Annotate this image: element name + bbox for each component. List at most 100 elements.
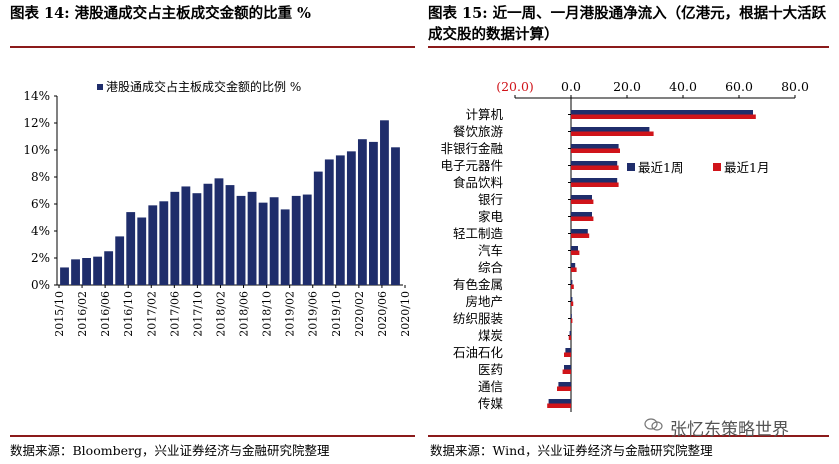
category-label: 银行 xyxy=(478,192,503,207)
bar-month xyxy=(562,369,571,374)
bar-week xyxy=(571,212,592,217)
x-tick-label: 2020/02 xyxy=(353,291,366,337)
right-title-rule xyxy=(428,46,829,48)
x-tick-label: 2019/06 xyxy=(307,291,320,337)
data-bar xyxy=(170,191,180,285)
bar-month xyxy=(571,131,654,136)
x-tick-label: 20.0 xyxy=(613,79,641,94)
category-label: 房地产 xyxy=(465,294,503,309)
bar-week xyxy=(565,348,571,353)
category-label: 轻工制造 xyxy=(453,226,504,241)
legend-label-month: 最近1月 xyxy=(724,160,769,175)
data-bar xyxy=(302,194,312,285)
x-tick-label: 0.0 xyxy=(561,79,581,94)
bar-week xyxy=(571,314,572,319)
legend-swatch-month xyxy=(713,163,721,171)
data-bar xyxy=(192,193,202,285)
bar-month xyxy=(571,233,590,238)
bar-month xyxy=(564,352,571,357)
data-bar xyxy=(82,258,91,285)
data-bar xyxy=(313,171,323,285)
bar-month xyxy=(571,267,577,272)
left-source-rule xyxy=(10,435,415,437)
watermark-text: 张忆东策略世界 xyxy=(670,420,789,440)
left-chart-title: 图表 14: 港股通成交占主板成交金额的比重 % xyxy=(10,5,311,22)
bar-month xyxy=(571,165,619,170)
x-tick-label: 2016/02 xyxy=(76,291,89,337)
x-tick-label: 2016/06 xyxy=(99,291,112,337)
bar-week xyxy=(564,365,571,370)
category-label: 煤炭 xyxy=(478,328,503,343)
bar-month xyxy=(547,403,571,408)
left-chart-source: 数据来源：Bloomberg，兴业证券经济与金融研究院整理 xyxy=(10,443,330,458)
y-tick-label: 4% xyxy=(31,224,50,238)
category-label: 家电 xyxy=(478,209,504,224)
bar-week xyxy=(558,382,571,387)
data-bar xyxy=(159,201,169,285)
bar-week xyxy=(571,161,618,166)
bar-week xyxy=(571,144,619,149)
bar-month xyxy=(571,250,580,255)
category-label: 石油石化 xyxy=(453,345,504,360)
x-tick-label: 2019/02 xyxy=(284,291,297,337)
bar-week xyxy=(571,263,576,268)
right-source-rule xyxy=(428,435,829,437)
data-bar xyxy=(104,251,114,285)
x-tick-label: 2019/10 xyxy=(330,291,343,337)
data-bar xyxy=(148,205,158,285)
bar-month xyxy=(571,148,620,153)
x-tick-label: 2020/10 xyxy=(399,291,412,337)
x-tick-label: 2015/10 xyxy=(53,291,66,337)
x-tick-label: 2018/10 xyxy=(261,291,274,337)
bar-month xyxy=(568,335,571,340)
x-tick-label: 2020/06 xyxy=(376,291,389,337)
y-tick-label: 14% xyxy=(23,89,50,103)
x-tick-label: 2017/06 xyxy=(168,291,181,337)
x-tick-label: 2016/10 xyxy=(122,291,135,337)
x-tick-label: 80.0 xyxy=(781,79,809,94)
data-bar xyxy=(258,202,268,285)
bar-month xyxy=(571,114,756,119)
category-label: 汽车 xyxy=(478,243,503,258)
data-bar xyxy=(346,151,356,285)
data-bar xyxy=(291,195,301,285)
data-bar xyxy=(357,139,367,285)
data-bar xyxy=(93,256,103,285)
wechat-icon xyxy=(644,418,663,431)
y-tick-label: 12% xyxy=(23,116,50,130)
x-tick-label: (20.0) xyxy=(496,79,534,94)
bar-month xyxy=(571,216,594,221)
data-bar xyxy=(324,159,334,285)
x-tick-label: 2018/02 xyxy=(214,291,227,337)
category-label: 综合 xyxy=(478,260,504,275)
category-label: 餐饮旅游 xyxy=(453,124,504,139)
data-bar xyxy=(181,186,191,285)
x-tick-label: 2018/06 xyxy=(238,291,251,337)
bar-week xyxy=(571,127,650,132)
bar-week xyxy=(548,399,571,404)
category-label: 传媒 xyxy=(478,396,504,411)
category-label: 食品饮料 xyxy=(453,175,504,190)
data-bar xyxy=(225,185,235,285)
data-bar xyxy=(71,259,80,285)
data-bar xyxy=(115,236,125,285)
bar-week xyxy=(571,280,573,285)
data-bar xyxy=(214,178,224,285)
x-tick-label: 60.0 xyxy=(725,79,753,94)
bar-week xyxy=(571,229,588,234)
category-label: 计算机 xyxy=(465,107,503,122)
right-chart-source: 数据来源：Wind，兴业证券经济与金融研究院整理 xyxy=(430,443,713,458)
bar-week xyxy=(571,297,573,302)
data-bar xyxy=(203,183,213,285)
category-label: 非银行金融 xyxy=(440,141,503,156)
data-bar xyxy=(280,209,290,285)
category-label: 通信 xyxy=(478,379,503,394)
y-tick-label: 10% xyxy=(23,143,50,157)
bar-month xyxy=(557,386,571,391)
legend-label-week: 最近1周 xyxy=(638,160,683,175)
y-tick-label: 8% xyxy=(31,170,50,184)
data-bar xyxy=(60,267,69,285)
bar-month xyxy=(571,182,619,187)
